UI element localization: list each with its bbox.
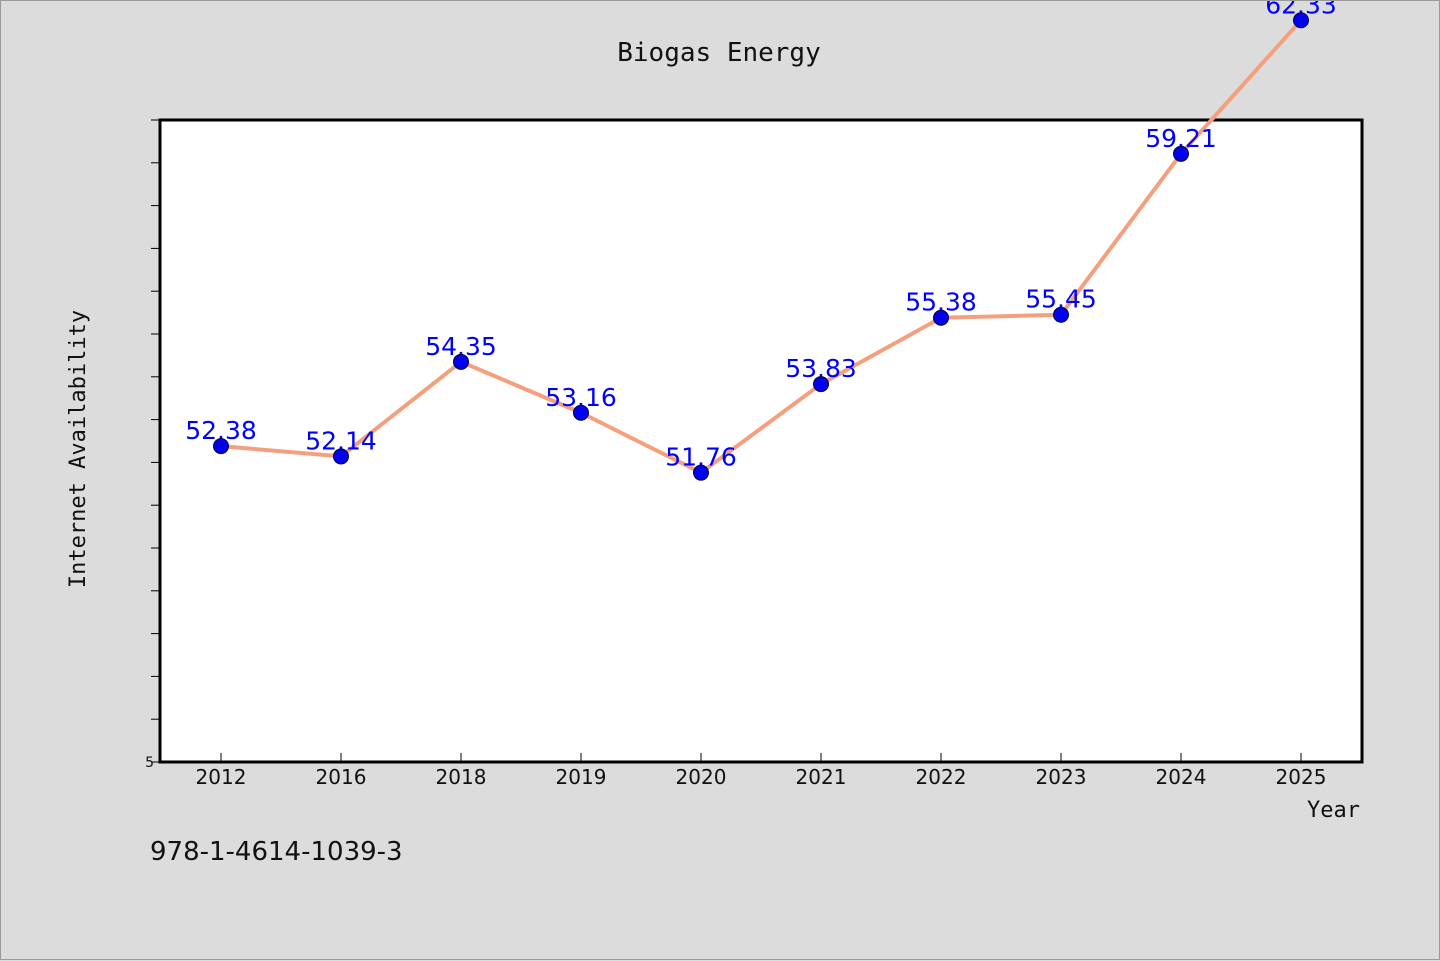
x-tick-label: 2022 (916, 765, 967, 789)
series-line (219, 18, 1303, 475)
data-point (813, 376, 829, 393)
x-tick-label: 2020 (676, 765, 727, 789)
data-point (453, 353, 469, 370)
isbn-text: 978-1-4614-1039-3 (150, 837, 403, 867)
data-point (333, 448, 349, 465)
data-point (1053, 306, 1069, 323)
data-label: 62.33 (1265, 1, 1337, 19)
x-tick-label: 2023 (1036, 765, 1087, 789)
y-axis-ticks: 5 (145, 119, 160, 771)
data-point (1173, 145, 1189, 162)
y-tick-label: 5 (145, 755, 154, 771)
x-tick-label: 2016 (316, 765, 367, 789)
chart-title: Biogas Energy (617, 38, 821, 68)
x-tick-label: 2019 (556, 765, 607, 789)
x-axis-ticks: 2012 2016 2018 2019 2020 2021 2022 2023 2024 2025 (196, 753, 1327, 789)
x-tick-label: 2024 (1156, 765, 1207, 789)
x-tick-label: 2018 (436, 765, 487, 789)
data-point (573, 404, 589, 421)
data-point (1293, 12, 1309, 29)
x-tick-label: 2021 (796, 765, 847, 789)
data-point (693, 464, 709, 481)
data-point (933, 309, 949, 326)
x-tick-label: 2025 (1276, 765, 1327, 789)
y-axis-label: Internet Availability (66, 310, 91, 588)
x-tick-label: 2012 (196, 765, 247, 789)
x-axis-label: Year (1307, 798, 1360, 823)
data-point (213, 438, 229, 455)
